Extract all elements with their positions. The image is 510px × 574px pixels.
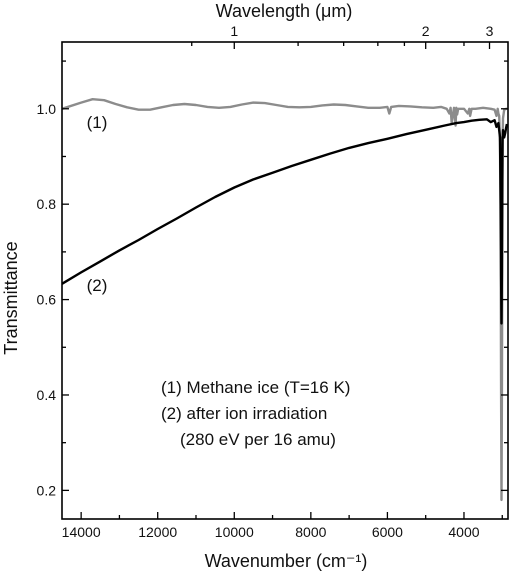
- series-layer: [61, 98, 509, 502]
- legend-line-2: (2) after ion irradiation: [161, 404, 327, 423]
- y-tick-label: 0.8: [37, 196, 57, 212]
- x-tick-label: 14000: [62, 524, 101, 540]
- y-tick-label: 1.0: [37, 101, 57, 117]
- series-line-2: [61, 118, 509, 325]
- ticks-layer: [62, 42, 508, 519]
- x-axis-title: Wavenumber (cm⁻¹): [205, 551, 368, 571]
- y-tick-label: 0.6: [37, 292, 57, 308]
- series-2-label: (2): [87, 276, 108, 295]
- top-tick-label: 1: [230, 23, 238, 39]
- x-tick-label: 6000: [372, 524, 403, 540]
- top-tick-label: 3: [486, 23, 494, 39]
- y-axis-title: Transmittance: [1, 241, 21, 354]
- y-tick-label: 0.4: [37, 387, 57, 403]
- tick-labels-layer: 14000 12000 10000 8000 6000 4000 0.2 0.4 0.6 0.8 1…: [37, 23, 494, 540]
- y-tick-label: 0.2: [37, 482, 57, 498]
- plot-frame: [61, 41, 509, 520]
- x-tick-label: 12000: [138, 524, 177, 540]
- legend-line-3: (280 eV per 16 amu): [180, 430, 336, 449]
- x-tick-label: 8000: [295, 524, 326, 540]
- legend-line-1: (1) Methane ice (T=16 K): [161, 378, 350, 397]
- series-line-1: [61, 98, 508, 502]
- x-tick-label: 4000: [448, 524, 479, 540]
- legend: (1) Methane ice (T=16 K) (2) after ion i…: [161, 378, 350, 449]
- x-tick-label: 10000: [215, 524, 254, 540]
- series-1-label: (1): [87, 113, 108, 132]
- top-axis-title: Wavelength (μm): [216, 1, 353, 21]
- top-tick-label: 2: [422, 23, 430, 39]
